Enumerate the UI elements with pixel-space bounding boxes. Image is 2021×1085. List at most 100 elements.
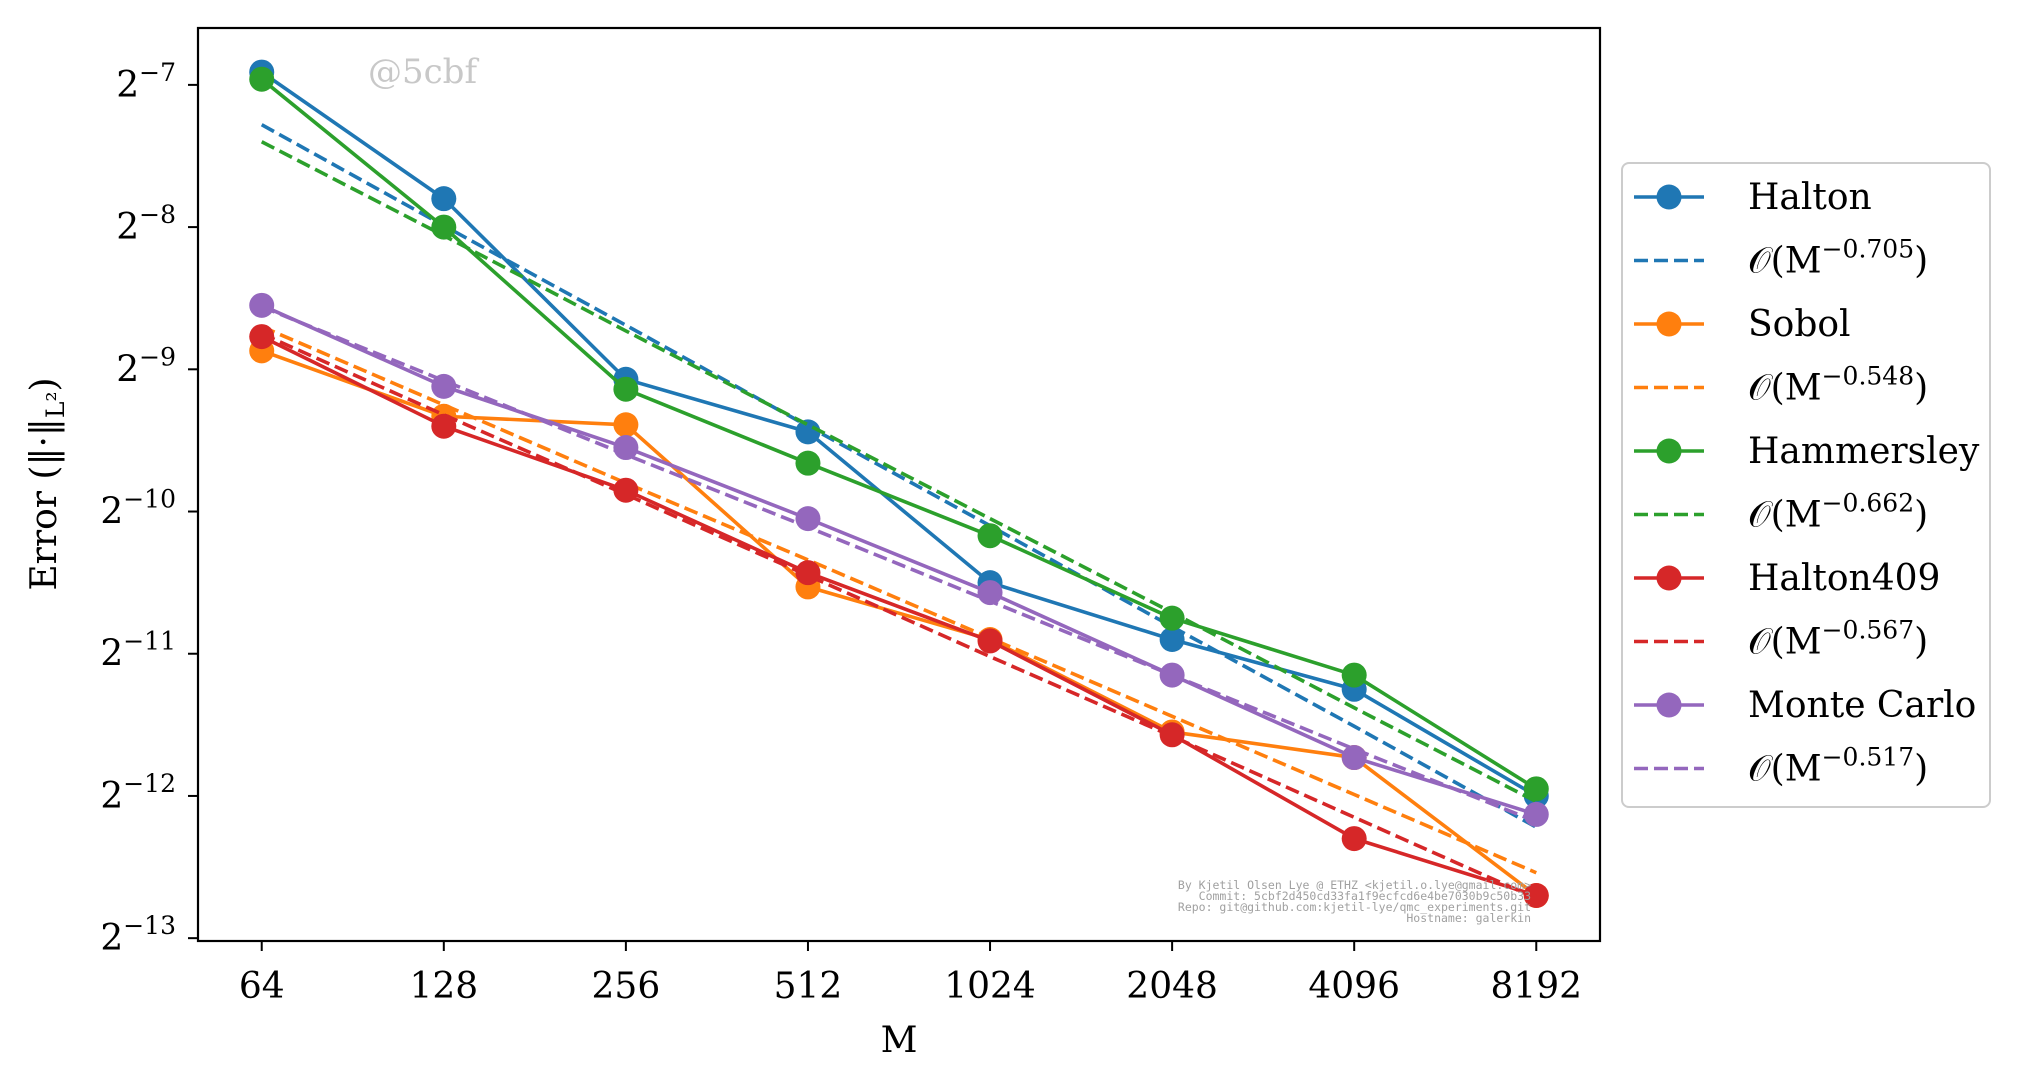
data-point: [795, 560, 821, 586]
series-5: [260, 140, 1538, 804]
series-line: [261, 349, 1538, 897]
legend-box: [1621, 162, 1991, 808]
legend-entry: 𝒪(M−0.662): [1634, 489, 1928, 536]
legend-label: 𝒪(M−0.567): [1748, 616, 1928, 663]
y-tick-label: 2−12: [100, 769, 176, 817]
y-tick-label: 2−8: [116, 200, 176, 248]
footer-commit: Commit: 5cbf2d450cd33fa1f9ecfcd6e4be7030…: [1199, 889, 1531, 903]
commit-footer: By Kjetil Olsen Lye @ ETHZ <kjetil.o.lye…: [1178, 878, 1531, 925]
data-point: [795, 450, 821, 476]
data-point: [613, 412, 639, 438]
y-tick-label: 2−10: [100, 485, 176, 533]
fit-line: [260, 140, 1538, 804]
x-tick-label: 1024: [944, 966, 1036, 1007]
series-6: [249, 324, 1549, 908]
legend-label: 𝒪(M−0.517): [1748, 743, 1928, 790]
legend-label: Monte Carlo: [1748, 685, 1976, 726]
legend-label: Hammersley: [1748, 431, 1980, 472]
legend-label: 𝒪(M−0.548): [1748, 362, 1928, 409]
legend-label: Halton409: [1748, 558, 1940, 599]
legend-entry: 𝒪(M−0.517): [1634, 743, 1928, 790]
y-tick-label: 2−11: [100, 627, 176, 675]
series-8: [249, 292, 1549, 827]
data-point: [1159, 627, 1185, 653]
legend-entry: Halton409: [1634, 558, 1940, 599]
legend-label: Halton: [1748, 177, 1872, 218]
footer-hostname: Hostname: galerkin: [1406, 911, 1531, 925]
x-tick-label: 512: [774, 966, 843, 1007]
series-9: [261, 305, 1537, 824]
series-7: [260, 332, 1538, 900]
data-point: [977, 628, 1003, 654]
y-axis: 2−7 2−8 2−9 2−10 2−11 2−12 2−13: [100, 58, 198, 959]
data-point: [1523, 776, 1549, 802]
series-1: [260, 123, 1538, 829]
y-axis-label: Error (‖·‖L²): [24, 377, 70, 590]
data-point: [795, 506, 821, 532]
fit-line: [260, 123, 1538, 829]
legend-label: 𝒪(M−0.705): [1748, 235, 1928, 282]
data-point: [249, 324, 275, 350]
legend-swatch-marker: [1656, 184, 1682, 210]
data-point: [431, 413, 457, 439]
y-tick-label: 2−7: [116, 58, 176, 106]
legend-label: 𝒪(M−0.662): [1748, 489, 1928, 536]
series-line: [260, 303, 1537, 817]
legend: Halton 𝒪(M−0.705) Sobol 𝒪(M−0.548) Hammersle…: [1621, 162, 1991, 808]
legend-label: Sobol: [1748, 304, 1851, 345]
y-tick-label: 2−13: [100, 911, 176, 959]
legend-swatch-marker: [1656, 438, 1682, 464]
data-point: [431, 373, 457, 399]
y-tick-label: 2−9: [116, 342, 176, 390]
series-line: [260, 334, 1537, 898]
data-point: [977, 523, 1003, 549]
data-point: [613, 435, 639, 461]
footer-author: By Kjetil Olsen Lye @ ETHZ <kjetil.o.lye…: [1178, 878, 1531, 892]
data-point: [795, 419, 821, 445]
legend-entry: 𝒪(M−0.548): [1634, 362, 1928, 409]
legend-entry: Hammersley: [1634, 431, 1980, 472]
data-point: [1523, 801, 1549, 827]
series-4: [249, 66, 1549, 802]
legend-swatch-marker: [1656, 692, 1682, 718]
x-axis: 64 128 256 512 1024 2048 4096 8192: [239, 941, 1582, 1007]
data-point: [431, 186, 457, 212]
data-point: [613, 376, 639, 402]
series-line: [260, 77, 1538, 791]
x-tick-label: 64: [239, 966, 285, 1007]
legend-entry: 𝒪(M−0.567): [1634, 616, 1928, 663]
data-point: [431, 214, 457, 240]
fit-line: [261, 305, 1537, 824]
legend-entry: Monte Carlo: [1634, 685, 1976, 726]
data-point: [1523, 882, 1549, 908]
x-tick-label: 8192: [1490, 966, 1582, 1007]
x-tick-label: 128: [409, 966, 478, 1007]
data-point: [249, 66, 275, 92]
series-line: [260, 70, 1538, 798]
fit-line: [260, 332, 1538, 900]
axes-frame: [196, 26, 1602, 943]
legend-entry: Sobol: [1634, 304, 1851, 345]
legend-entry: 𝒪(M−0.705): [1634, 235, 1928, 282]
data-point: [977, 580, 1003, 606]
data-point: [1341, 662, 1367, 688]
legend-entry: Halton: [1634, 177, 1872, 218]
x-tick-label: 256: [592, 966, 661, 1007]
legend-swatch-marker: [1656, 565, 1682, 591]
data-point: [1341, 745, 1367, 771]
legend-swatch-marker: [1656, 311, 1682, 337]
y-axis-label-subscript: L²: [41, 391, 70, 418]
data-point: [613, 477, 639, 503]
data-layer: [249, 59, 1549, 908]
watermark-text: @5cbf: [368, 52, 479, 92]
x-axis-label: M: [881, 1020, 918, 1061]
data-point: [1159, 662, 1185, 688]
data-point: [1341, 826, 1367, 852]
footer-repo: Repo: git@github.com:kjetil-lye/qmc_expe…: [1178, 900, 1531, 914]
x-tick-label: 2048: [1126, 966, 1218, 1007]
data-point: [1159, 722, 1185, 748]
data-point: [1159, 605, 1185, 631]
x-tick-label: 4096: [1308, 966, 1400, 1007]
data-point: [249, 292, 275, 318]
